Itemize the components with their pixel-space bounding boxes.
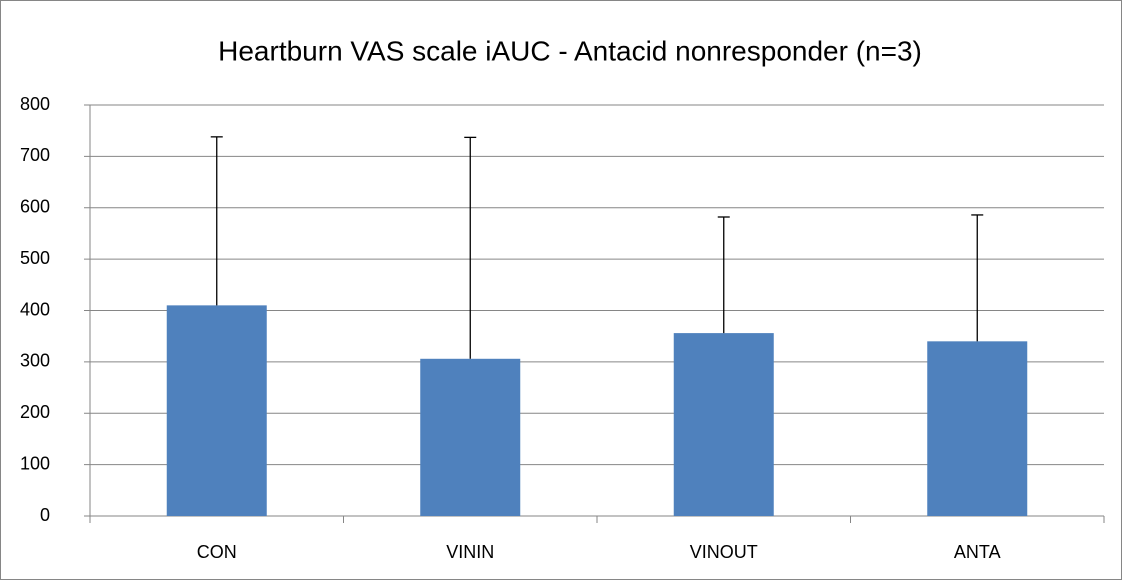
x-tick-label: VININ: [446, 542, 494, 562]
bar: [166, 305, 267, 516]
x-tick-label: CON: [197, 542, 237, 562]
bar: [927, 341, 1028, 516]
y-tick-label: 200: [20, 402, 50, 422]
x-tick-label: ANTA: [954, 542, 1001, 562]
x-tick-label: VINOUT: [690, 542, 758, 562]
y-tick-label: 500: [20, 248, 50, 268]
y-tick-label: 600: [20, 197, 50, 217]
y-tick-label: 700: [20, 145, 50, 165]
y-tick-label: 100: [20, 453, 50, 473]
y-tick-label: 0: [40, 505, 50, 525]
chart-title: Heartburn VAS scale iAUC - Antacid nonre…: [218, 35, 922, 66]
bar: [673, 333, 774, 516]
bar: [420, 358, 521, 516]
y-tick-label: 400: [20, 299, 50, 319]
y-tick-label: 800: [20, 94, 50, 114]
y-tick-label: 300: [20, 351, 50, 371]
